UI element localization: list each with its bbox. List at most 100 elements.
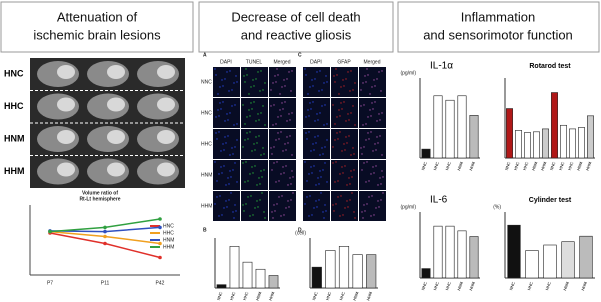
cell-dot bbox=[322, 153, 324, 155]
cell-dot bbox=[321, 147, 323, 149]
cell-dot bbox=[315, 142, 317, 144]
cell-dot bbox=[288, 113, 290, 115]
x-tick-label: P7 bbox=[47, 280, 53, 286]
cell-dot bbox=[368, 196, 370, 198]
cell-dot bbox=[348, 177, 350, 179]
bar bbox=[469, 236, 479, 279]
cell-dot bbox=[225, 184, 227, 186]
cell-dot bbox=[336, 132, 338, 134]
axis-unit: (cell) bbox=[295, 230, 306, 236]
cell-dot bbox=[217, 109, 219, 111]
cell-dot bbox=[242, 146, 244, 148]
bar bbox=[242, 261, 253, 289]
cell-dot bbox=[361, 211, 363, 213]
cell-dot bbox=[280, 215, 282, 217]
point bbox=[158, 241, 162, 246]
cell-dot bbox=[244, 181, 246, 183]
cell-dot bbox=[286, 136, 288, 138]
cell-dot bbox=[249, 173, 251, 175]
x-tick-label: NNC bbox=[420, 161, 428, 171]
x-tick-label: NNC bbox=[311, 291, 319, 301]
cell-dot bbox=[224, 78, 226, 80]
cell-dot bbox=[275, 181, 277, 183]
bar bbox=[268, 275, 279, 289]
cell-dot bbox=[229, 170, 231, 172]
cell-dot bbox=[374, 143, 376, 145]
cell-dot bbox=[251, 150, 253, 152]
cell-dot bbox=[371, 195, 373, 197]
cell-dot bbox=[228, 90, 230, 92]
cell-dot bbox=[381, 112, 383, 114]
cell-dot bbox=[249, 115, 251, 117]
cell-dot bbox=[278, 138, 280, 140]
cell-dot bbox=[326, 139, 328, 141]
cell-dot bbox=[326, 181, 328, 183]
cell-dot bbox=[338, 109, 340, 111]
cell-dot bbox=[361, 153, 363, 155]
cell-dot bbox=[257, 206, 259, 208]
legend-label: HNC bbox=[163, 223, 174, 229]
cell-dot bbox=[365, 81, 367, 83]
cell-dot bbox=[334, 81, 336, 83]
cell-dot bbox=[339, 215, 341, 217]
cell-dot bbox=[324, 146, 326, 148]
cell-dot bbox=[280, 131, 282, 133]
lesion bbox=[107, 97, 125, 112]
cell-dot bbox=[337, 180, 339, 182]
cell-dot bbox=[221, 172, 223, 174]
cell-dot bbox=[364, 75, 366, 77]
cell-dot bbox=[312, 143, 314, 145]
bar bbox=[352, 254, 363, 289]
x-tick-label: HNC bbox=[325, 291, 333, 301]
header-box bbox=[397, 1, 600, 53]
cell-dot bbox=[278, 196, 280, 198]
column-label: DAPI bbox=[220, 59, 232, 65]
micrograph bbox=[359, 191, 386, 221]
chart-title: IL-1α bbox=[430, 61, 453, 72]
cell-dot bbox=[310, 150, 312, 152]
cell-dot bbox=[284, 101, 286, 103]
x-tick-label: HHC bbox=[242, 291, 250, 301]
cell-dot bbox=[363, 146, 365, 148]
cell-dot bbox=[360, 89, 362, 91]
cell-dot bbox=[290, 199, 292, 201]
cell-dot bbox=[289, 135, 291, 137]
bar bbox=[433, 225, 443, 279]
cell-dot bbox=[288, 71, 290, 73]
cell-dot bbox=[246, 74, 248, 76]
cell-dot bbox=[337, 138, 339, 140]
micrograph bbox=[359, 129, 386, 159]
x-tick-label: HNM bbox=[562, 281, 570, 291]
cell-dot bbox=[289, 177, 291, 179]
micrograph bbox=[359, 67, 386, 97]
x-tick-label: NNC bbox=[504, 161, 512, 171]
cell-dot bbox=[277, 132, 279, 134]
cell-dot bbox=[339, 173, 341, 175]
x-tick-label: HHC bbox=[567, 161, 575, 171]
cell-dot bbox=[235, 210, 237, 212]
cell-dot bbox=[257, 113, 259, 115]
bar bbox=[561, 241, 575, 279]
x-tick-label: HHC bbox=[444, 161, 452, 171]
micrograph bbox=[241, 98, 268, 128]
cell-dot bbox=[255, 78, 257, 80]
micrograph bbox=[241, 191, 268, 221]
cell-dot bbox=[345, 120, 347, 122]
cell-dot bbox=[245, 203, 247, 205]
cell-dot bbox=[216, 196, 218, 198]
cell-dot bbox=[291, 170, 293, 172]
bar bbox=[469, 115, 479, 159]
cell-dot bbox=[310, 166, 312, 168]
cell-dot bbox=[271, 211, 273, 213]
lesion bbox=[157, 97, 175, 112]
legend-label: HHM bbox=[163, 244, 174, 250]
cell-dot bbox=[342, 172, 344, 174]
cell-dot bbox=[221, 79, 223, 81]
cell-dot bbox=[214, 68, 216, 70]
cell-dot bbox=[362, 82, 364, 84]
cell-dot bbox=[259, 199, 261, 201]
header-title: Inflammation bbox=[461, 9, 535, 24]
cell-dot bbox=[335, 68, 337, 70]
cell-dot bbox=[380, 90, 382, 92]
lesion bbox=[157, 65, 175, 79]
